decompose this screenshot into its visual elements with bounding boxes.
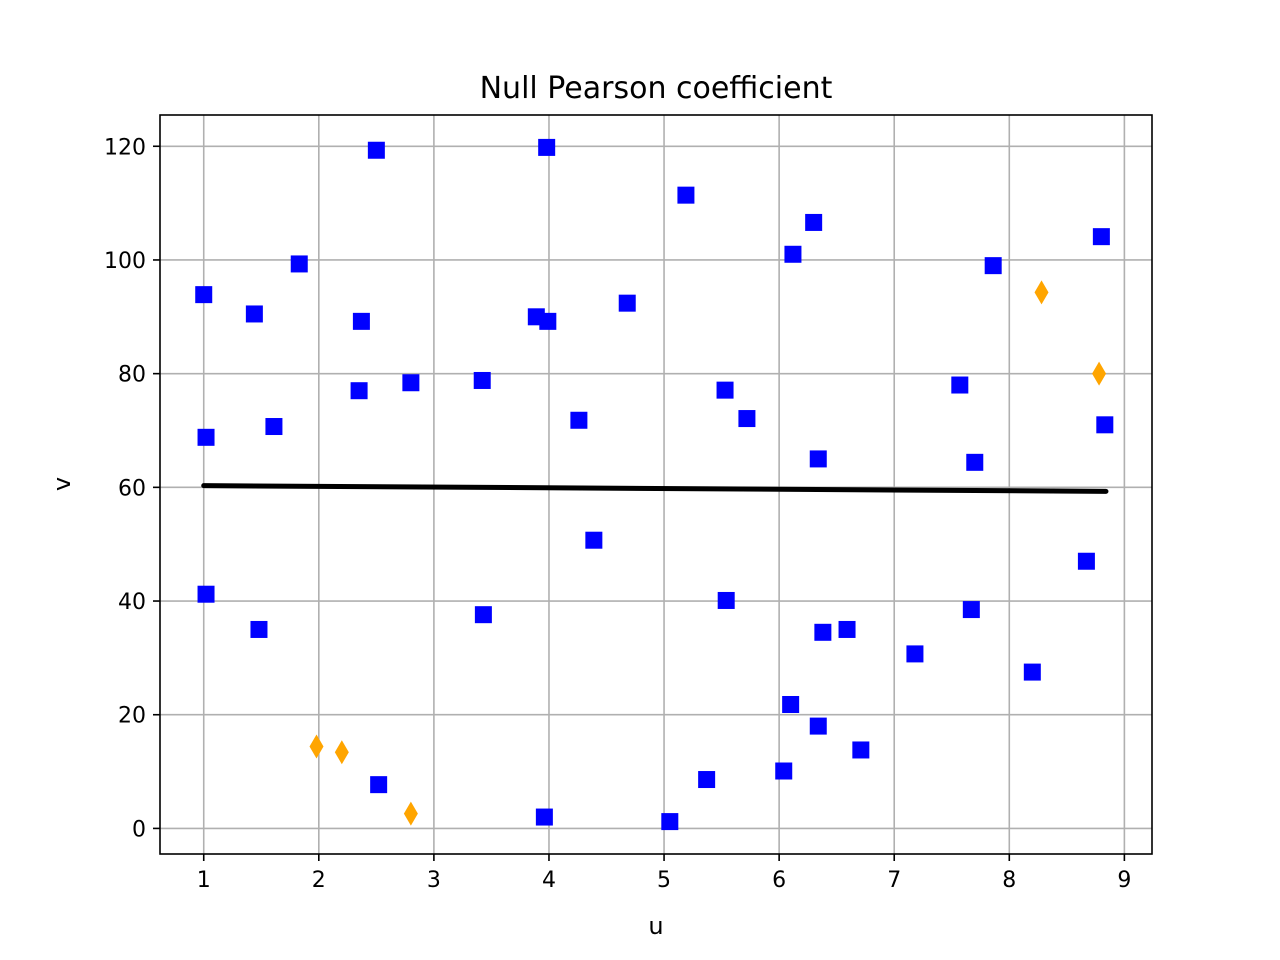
square-point — [195, 286, 213, 304]
chart-title: Null Pearson coefficient — [480, 71, 833, 106]
square-point — [350, 382, 368, 400]
square-point — [906, 645, 924, 663]
data-points — [195, 138, 1114, 831]
x-axis-ticks: 1 2 3 4 5 6 7 8 9 — [197, 854, 1131, 893]
x-tick-label: 5 — [657, 868, 671, 893]
y-tick-label: 100 — [104, 249, 146, 274]
square-point — [717, 591, 735, 609]
y-axis-ticks: 0 20 40 60 80 100 120 — [104, 135, 160, 842]
square-point — [265, 418, 283, 436]
square-point — [784, 245, 802, 263]
square-point — [782, 695, 800, 713]
square-point — [951, 376, 969, 394]
y-tick-label: 80 — [118, 363, 146, 388]
square-point — [585, 531, 603, 549]
square-point — [538, 138, 556, 156]
plot-frame — [159, 114, 1153, 855]
square-point — [1023, 663, 1041, 681]
x-tick-label: 3 — [427, 868, 441, 893]
regression-line — [201, 483, 1109, 494]
square-point — [352, 312, 370, 330]
trend-line-group — [201, 483, 1109, 494]
square-point — [698, 771, 716, 789]
square-point — [1077, 552, 1095, 570]
square-point — [367, 141, 385, 159]
diamond-point — [1092, 361, 1107, 386]
square-point — [539, 312, 557, 330]
square-point — [962, 601, 980, 619]
square-point — [809, 450, 827, 468]
diamond-point — [1034, 280, 1049, 305]
square-point — [290, 255, 308, 273]
square-point — [716, 381, 734, 399]
square-point — [1096, 416, 1114, 434]
x-axis-label: u — [648, 912, 663, 940]
square-point — [570, 411, 588, 429]
square-point — [245, 305, 263, 323]
square-point — [984, 257, 1002, 275]
square-point — [677, 186, 695, 204]
diamond-point — [309, 734, 324, 759]
square-point — [805, 213, 823, 231]
square-point — [814, 623, 832, 641]
y-tick-label: 40 — [118, 590, 146, 615]
square-point — [473, 371, 491, 389]
square-point — [809, 717, 827, 735]
y-tick-label: 20 — [118, 704, 146, 729]
square-point — [370, 776, 388, 794]
x-tick-label: 9 — [1117, 868, 1131, 893]
x-tick-label: 2 — [312, 868, 326, 893]
y-axis-label: v — [48, 477, 76, 491]
y-tick-label: 60 — [118, 476, 146, 501]
square-point — [197, 585, 215, 603]
y-tick-label: 0 — [132, 817, 146, 842]
x-tick-label: 1 — [197, 868, 211, 893]
square-point — [618, 294, 636, 312]
square-point — [1092, 228, 1110, 246]
square-point — [838, 620, 856, 638]
square-point — [250, 620, 268, 638]
square-point — [852, 741, 870, 759]
square-point — [661, 813, 679, 831]
x-tick-label: 4 — [542, 868, 556, 893]
square-point — [738, 410, 756, 428]
diamond-point — [334, 740, 349, 765]
square-point — [966, 453, 984, 471]
square-point — [197, 428, 215, 446]
x-tick-label: 6 — [772, 868, 786, 893]
square-point — [535, 808, 553, 826]
x-tick-label: 7 — [887, 868, 901, 893]
square-point — [775, 762, 793, 780]
diamond-point — [403, 801, 418, 826]
x-tick-label: 8 — [1002, 868, 1016, 893]
y-tick-label: 120 — [104, 135, 146, 160]
square-point — [402, 374, 420, 392]
square-point — [474, 606, 492, 624]
